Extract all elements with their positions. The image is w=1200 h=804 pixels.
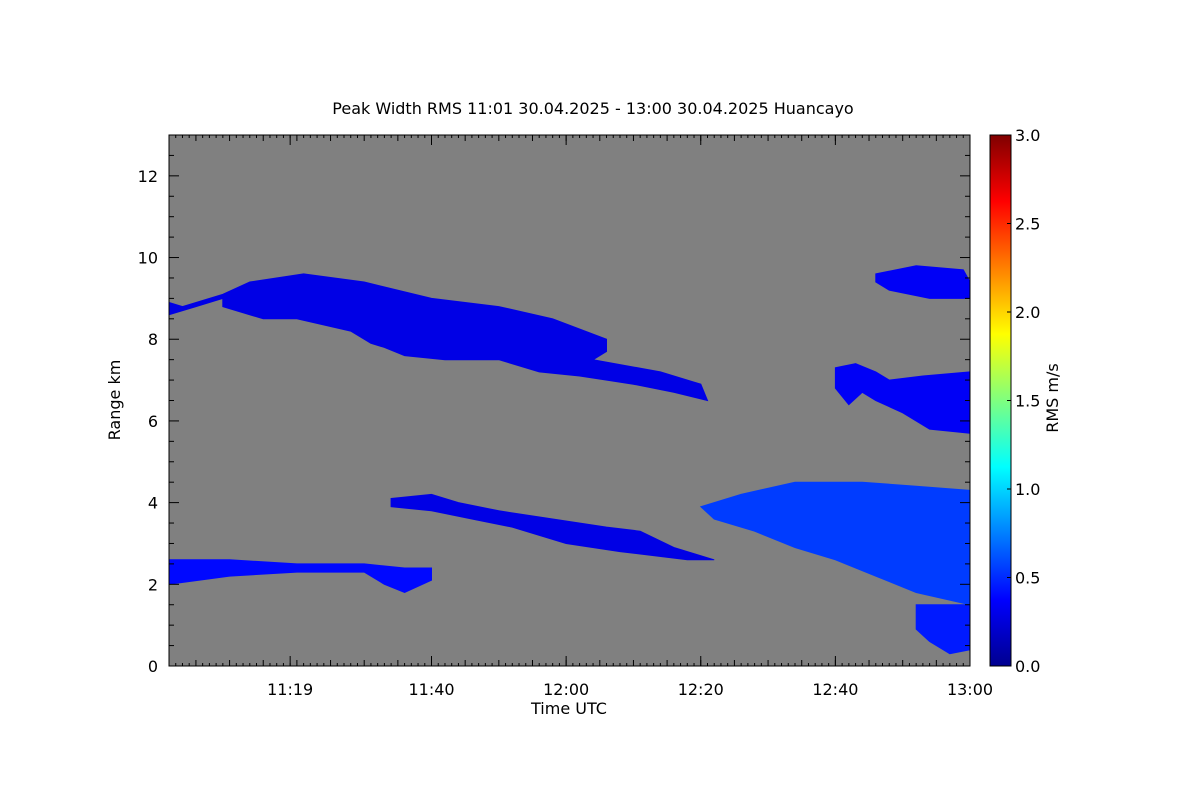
echo-region-middle-layer — [390, 493, 715, 561]
colorbar-tick-label: 3.0 — [1015, 126, 1040, 145]
y-tick-label: 10 — [138, 249, 158, 268]
x-axis-label: Time UTC — [530, 699, 607, 718]
colorbar-tick-label: 0.5 — [1015, 569, 1040, 588]
echo-region-upper-layer-right-mid — [834, 363, 970, 434]
y-axis-ticks: 0 2 4 6 8 10 12 — [138, 154, 970, 676]
echo-region-lower-right-cloud — [699, 481, 970, 606]
echo-region-upper-layer-right-top — [875, 265, 970, 299]
echo-region-upper-layer-left — [169, 273, 709, 402]
x-tick-label: 11:19 — [267, 680, 313, 699]
colorbar-tick-label: 2.0 — [1015, 303, 1040, 322]
y-tick-label: 2 — [148, 575, 158, 594]
colorbar-ticks: 0.0 0.5 1.0 1.5 2.0 2.5 3.0 — [1007, 126, 1040, 676]
colorbar-tick-label: 1.5 — [1015, 392, 1040, 411]
y-tick-label: 8 — [148, 330, 158, 349]
x-tick-label: 12:40 — [812, 680, 858, 699]
colorbar-tick-label: 0.0 — [1015, 657, 1040, 676]
y-axis-label: Range km — [105, 360, 124, 441]
y-tick-label: 6 — [148, 412, 158, 431]
y-tick-label: 4 — [148, 494, 158, 513]
x-tick-label: 12:20 — [678, 680, 724, 699]
x-tick-label: 12:00 — [543, 680, 589, 699]
echo-region-lower-right-base — [915, 604, 970, 655]
colorbar-tick-label: 1.0 — [1015, 480, 1040, 499]
x-tick-label: 13:00 — [947, 680, 993, 699]
chart-title: Peak Width RMS 11:01 30.04.2025 - 13:00 … — [332, 99, 853, 118]
x-tick-label: 11:40 — [408, 680, 454, 699]
echo-regions — [169, 265, 970, 655]
plot-background — [169, 135, 970, 666]
y-tick-label: 12 — [138, 167, 158, 186]
echo-region-low-layer — [169, 559, 432, 594]
colorbar-label: RMS m/s — [1043, 363, 1062, 432]
colorbar-tick-label: 2.5 — [1015, 215, 1040, 234]
x-axis-ticks: 11:19 11:40 12:00 12:20 12:40 13:00 — [175, 135, 993, 699]
y-tick-label: 0 — [148, 657, 158, 676]
